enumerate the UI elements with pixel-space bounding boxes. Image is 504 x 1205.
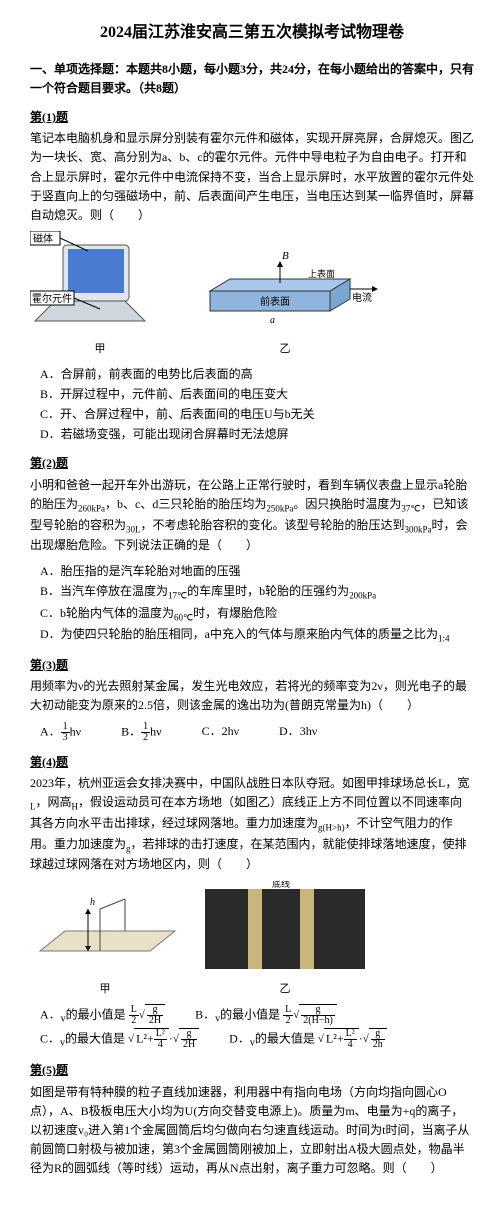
q4-choice-a: A．v的最小值是 L2g2H bbox=[40, 1004, 165, 1028]
q3-choice-d: D．3hν bbox=[279, 722, 317, 743]
q1-label: 第(1)题 bbox=[30, 108, 474, 127]
q1-choice-c: C．开、合屏过程中，前、后表面间的电压U与b无关 bbox=[40, 405, 474, 424]
q3-choice-c: C．2hν bbox=[202, 722, 239, 743]
q4-fig-rect: 底线 bbox=[200, 881, 370, 981]
q4-stem: 2023年，杭州亚运会女排决赛中，中国队战胜日本队夺冠。如图甲排球场总长L，宽L… bbox=[30, 774, 474, 875]
q4-fig-court: h bbox=[30, 891, 180, 981]
q2-label: 第(2)题 bbox=[30, 454, 474, 473]
q2-choice-c: C．b轮胎内气体的温度为60℃时，有爆胎危险 bbox=[40, 604, 474, 625]
current-label: 电流 bbox=[352, 291, 372, 304]
top-face: 上表面 bbox=[308, 268, 335, 279]
q2-stem: 小明和爸爸一起开车外出游玩，在公路上正常行驶时，看到车辆仪表盘上显示a轮胎的胎压… bbox=[30, 476, 474, 556]
h-label: h bbox=[90, 897, 95, 908]
hall-label: 霍尔元件 bbox=[32, 292, 72, 305]
q4-fig2-caption: 乙 bbox=[200, 981, 370, 999]
q5-label: 第(5)题 bbox=[30, 1061, 474, 1080]
q1-fig-laptop: 磁体 霍尔元件 bbox=[30, 231, 170, 341]
q1-figures: 磁体 霍尔元件 甲 B 上表面 前表面 电流 a 乙 bbox=[30, 231, 474, 359]
q4-fig1-caption: 甲 bbox=[30, 981, 180, 999]
q2-choice-d: D．为使四只轮胎的胎压相同，a中充入的气体与原来胎内气体的质量之比为1:4 bbox=[40, 625, 474, 646]
q4-choice-c: C．v的最大值是 L²+L²4·g2H bbox=[40, 1028, 199, 1052]
magnet-label: 磁体 bbox=[33, 232, 53, 245]
B-label: B bbox=[282, 250, 289, 262]
q3-stem: 用频率为ν的光去照射某金属，发生光电效应，若将光的频率变为2ν，则光电子的最大初… bbox=[30, 677, 474, 715]
q3-label: 第(3)题 bbox=[30, 656, 474, 675]
q1-fig-hallblock: B 上表面 前表面 电流 a bbox=[190, 241, 380, 341]
q2-choice-b: B．当汽车停放在温度为17℃的车库里时，b轮胎的压强约为200kPa bbox=[40, 582, 474, 603]
section-heading: 一、单项选择题：本题共8小题，每小题3分，共24分，在每小题给出的答案中，只有一… bbox=[30, 60, 474, 98]
q3-choice-b: B．12hν bbox=[121, 722, 161, 743]
page-title: 2024届江苏淮安高三第五次模拟考试物理卷 bbox=[30, 20, 474, 46]
front-face: 前表面 bbox=[260, 295, 290, 308]
q1-fig2-caption: 乙 bbox=[190, 341, 380, 359]
q1-fig1-caption: 甲 bbox=[30, 341, 170, 359]
q1-choice-d: D．若磁场变强，可能出现闭合屏幕时无法熄屏 bbox=[40, 425, 474, 444]
q4-figures: h 甲 底线 乙 bbox=[30, 881, 474, 999]
q1-choice-b: B．开屏过程中，元件前、后表面间的电压变大 bbox=[40, 385, 474, 404]
q4-label: 第(4)题 bbox=[30, 753, 474, 772]
q5-stem: 如图是带有特种膜的粒子直线加速器，利用器中有指向电场（方向均指向圆心O点），A、… bbox=[30, 1083, 474, 1179]
baseline-label: 底线 bbox=[272, 881, 290, 889]
q4-choice-b: B．v的最小值是 L2g2(H−h) bbox=[195, 1004, 337, 1028]
a-label: a bbox=[270, 315, 275, 326]
q1-choice-a: A．合屏前，前表面的电势比后表面的高 bbox=[40, 365, 474, 384]
q2-choice-a: A．胎压指的是汽车轮胎对地面的压强 bbox=[40, 562, 474, 581]
q4-choice-d: D．v的最大值是 L²+L²4·g2h bbox=[229, 1028, 387, 1052]
q1-stem: 笔记本电脑机身和显示屏分别装有霍尔元件和磁体，实现开屏亮屏，合屏熄灭。图乙为一块… bbox=[30, 129, 474, 225]
q3-choice-a: A．13hν bbox=[40, 722, 81, 743]
